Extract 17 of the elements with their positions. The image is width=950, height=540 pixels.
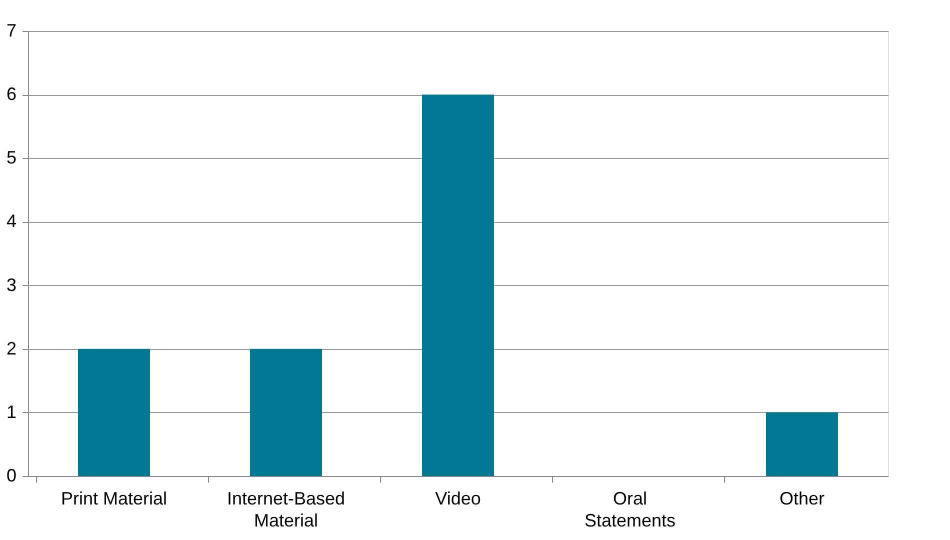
y-tick-label: 5 [6,148,16,168]
y-tick-label: 6 [6,84,16,104]
bar [78,348,150,476]
y-tick-label: 4 [6,211,16,232]
y-tick-label: 2 [6,338,16,358]
bar [250,348,322,476]
x-tick-label: Video [435,488,481,508]
y-tick-label: 7 [6,20,16,40]
x-tick-label: Other [779,488,825,508]
x-tick-label: Internet-Based Material [226,488,346,530]
y-tick-label: 0 [6,466,16,486]
bar [422,94,494,476]
y-tick-label: 1 [6,402,16,422]
x-tick-label: Print Material [60,488,168,508]
x-tick-label: Oral Statements [584,488,676,530]
bar [766,412,838,476]
y-tick-label: 3 [6,274,16,295]
